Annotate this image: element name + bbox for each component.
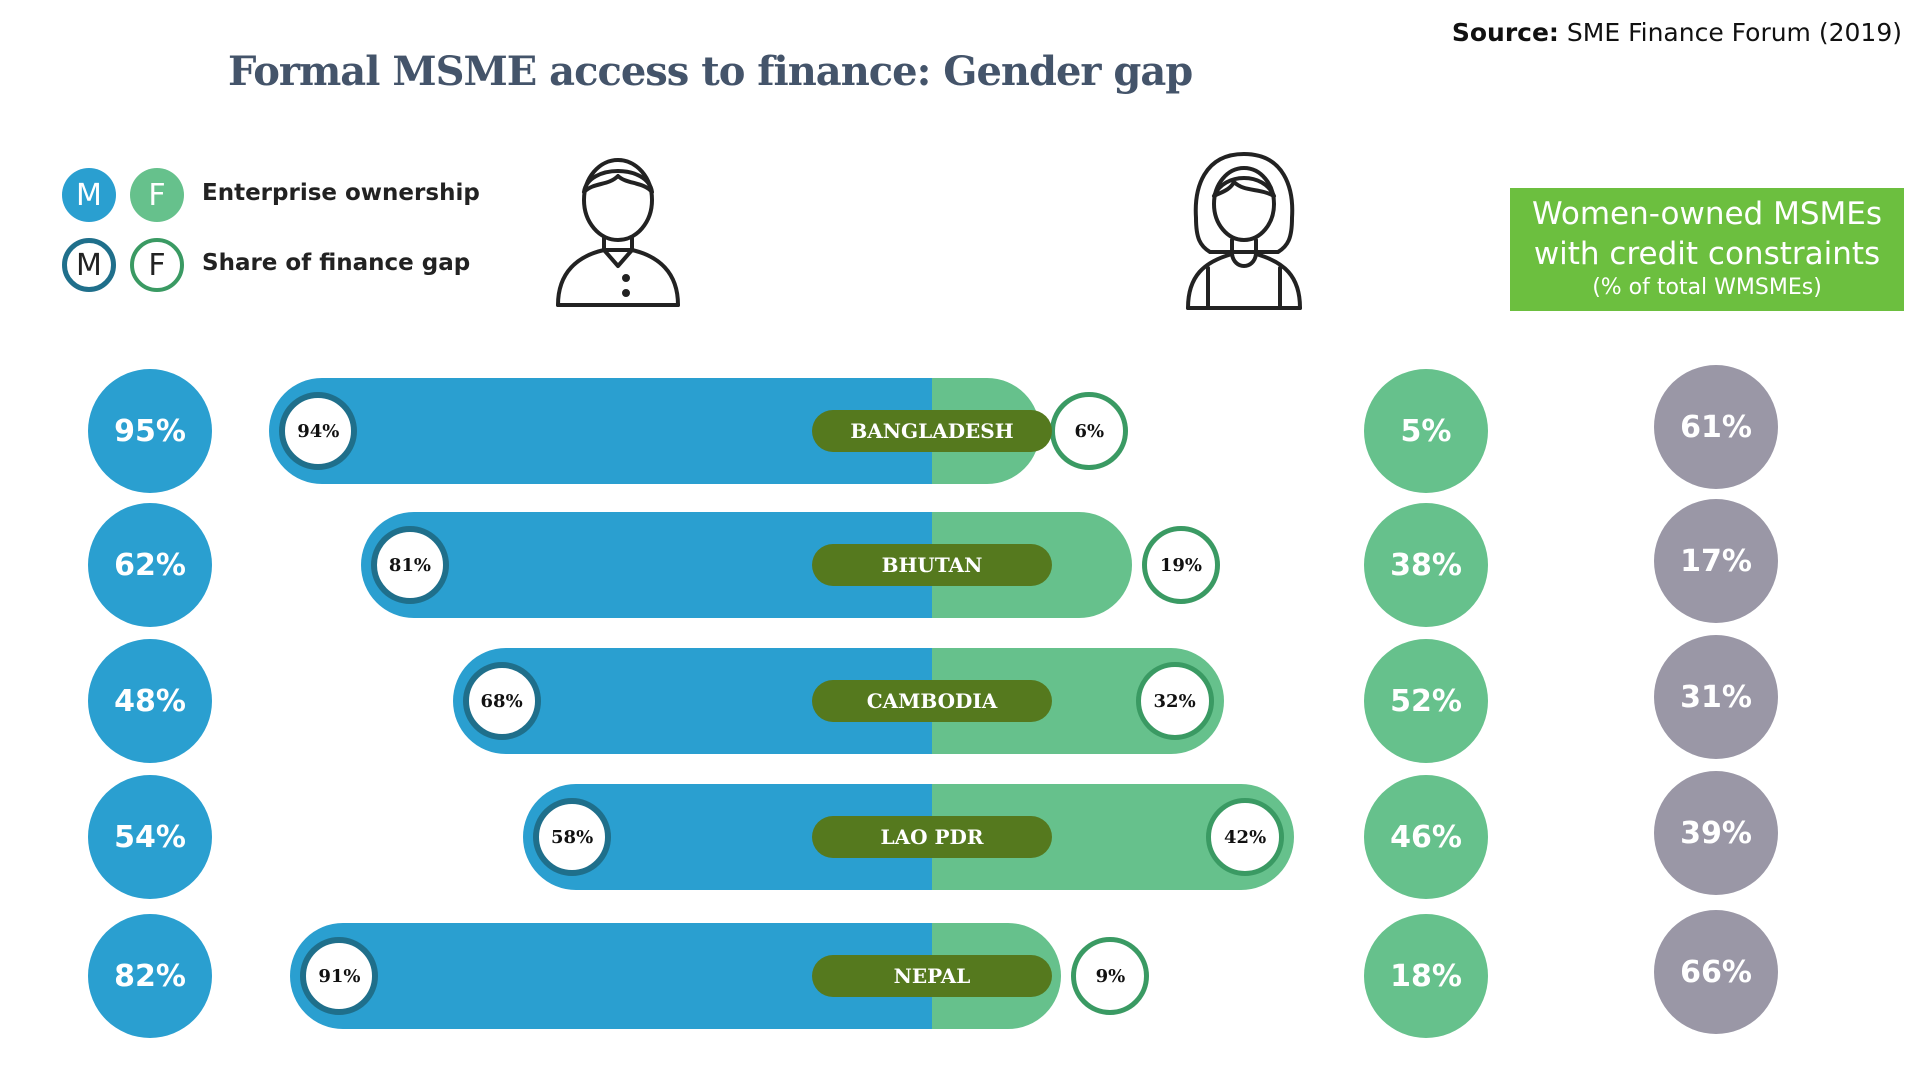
header-line-2: with credit constraints xyxy=(1533,236,1881,272)
legend-male-outline: M xyxy=(62,238,116,292)
male-finance-gap-label: 91% xyxy=(300,937,379,1015)
female-ownership-circle: 38% xyxy=(1364,503,1488,627)
legend-female-outline: F xyxy=(130,238,184,292)
male-finance-gap-label: 94% xyxy=(279,392,358,470)
legend-finance-label: Share of finance gap xyxy=(202,250,471,276)
female-finance-gap-label: 19% xyxy=(1141,526,1220,604)
male-finance-gap-label: 68% xyxy=(462,662,541,740)
male-finance-gap-label: 81% xyxy=(370,526,449,604)
header-line-1: Women-owned MSMEs xyxy=(1532,196,1882,232)
credit-constraints-circle: 66% xyxy=(1654,910,1778,1034)
credit-constraints-circle: 61% xyxy=(1654,365,1778,489)
female-finance-gap-label: 42% xyxy=(1206,798,1285,876)
header-line-3: (% of total WMSMEs) xyxy=(1592,275,1822,300)
female-ownership-circle: 5% xyxy=(1364,369,1488,493)
credit-constraints-circle: 17% xyxy=(1654,499,1778,623)
female-finance-gap-label: 6% xyxy=(1050,392,1129,470)
country-label: BHUTAN xyxy=(812,544,1052,586)
country-label: LAO PDR xyxy=(812,816,1052,858)
women-credit-constraints-header: Women-owned MSMEs with credit constraint… xyxy=(1510,188,1904,311)
legend-ownership-label: Enterprise ownership xyxy=(202,180,480,206)
male-ownership-circle: 54% xyxy=(88,775,212,899)
source-note: Source: SME Finance Forum (2019) xyxy=(1451,18,1902,47)
male-ownership-circle: 95% xyxy=(88,369,212,493)
credit-constraints-circle: 31% xyxy=(1654,635,1778,759)
female-ownership-circle: 46% xyxy=(1364,775,1488,899)
legend-female-filled: F xyxy=(130,168,184,222)
female-ownership-circle: 18% xyxy=(1364,914,1488,1038)
country-label: BANGLADESH xyxy=(812,410,1052,452)
female-person-icon xyxy=(1186,152,1302,310)
female-ownership-circle: 52% xyxy=(1364,639,1488,763)
country-label: CAMBODIA xyxy=(812,680,1052,722)
female-finance-gap-label: 9% xyxy=(1071,937,1150,1015)
male-ownership-circle: 82% xyxy=(88,914,212,1038)
country-label: NEPAL xyxy=(812,955,1052,997)
male-ownership-circle: 62% xyxy=(88,503,212,627)
credit-constraints-circle: 39% xyxy=(1654,771,1778,895)
chart-title: Formal MSME access to finance: Gender ga… xyxy=(228,48,1193,95)
male-finance-gap-label: 58% xyxy=(533,798,612,876)
legend-male-filled: M xyxy=(62,168,116,222)
male-ownership-circle: 48% xyxy=(88,639,212,763)
female-finance-gap-label: 32% xyxy=(1135,662,1214,740)
male-person-icon xyxy=(556,158,680,307)
